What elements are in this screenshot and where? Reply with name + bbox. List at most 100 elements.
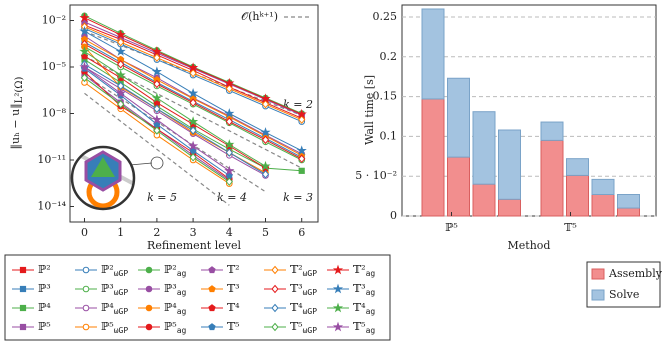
marker: [19, 304, 27, 312]
reference-label: k = 2: [283, 98, 313, 111]
legend-label: ℙ⁴: [38, 301, 51, 314]
legend-name: ℙ⁵: [164, 320, 177, 333]
x-tick-label: 1: [117, 226, 124, 239]
bar-segment: [566, 174, 589, 217]
y-tick-label: 0: [390, 209, 397, 222]
series-line: [84, 66, 266, 176]
legend-label: 𝕋²: [227, 263, 240, 276]
bar-segment: [472, 111, 496, 185]
marker: [271, 265, 279, 275]
bar-segment: [421, 98, 445, 217]
series-line: [84, 51, 266, 167]
marker: [225, 117, 233, 126]
legend-name: ℙ⁵: [101, 320, 114, 333]
legend-label: 𝕋⁴ag: [353, 301, 375, 316]
legend-name: 𝕋⁴: [227, 301, 240, 314]
legend-name: ℙ²: [101, 263, 114, 276]
legend-name: 𝕋⁴: [353, 301, 366, 314]
marker: [271, 284, 279, 294]
marker: [260, 127, 271, 137]
marker: [271, 303, 279, 313]
legend-name: 𝕋³: [290, 282, 303, 295]
x-axis-label: Method: [508, 239, 551, 252]
legend-label: ℙ²ag: [164, 263, 187, 278]
bar-segment: [540, 139, 564, 217]
marker: [261, 170, 270, 179]
legend-name: 𝕋³: [353, 282, 366, 295]
bar-segment: [447, 77, 470, 158]
marker: [261, 135, 270, 145]
legend-label: 𝕋³ag: [353, 282, 375, 297]
legend-subscript: ωGP: [303, 269, 318, 278]
marker: [188, 116, 199, 126]
marker: [151, 66, 162, 76]
marker: [271, 322, 279, 332]
legend-label: Assembly: [608, 267, 663, 280]
x-axis-label: Refinement level: [147, 239, 241, 252]
legend-label: 𝕋²ag: [353, 263, 375, 278]
marker: [19, 285, 27, 293]
legend-name: 𝕋⁵: [227, 320, 240, 333]
marker: [225, 177, 233, 186]
y-tick-label: 10⁻⁸: [42, 107, 67, 120]
legend-subscript: ωGP: [114, 288, 129, 297]
y-tick-label: 0.25: [373, 10, 398, 23]
marker: [145, 285, 153, 293]
legend-label: ℙ⁴ωGP: [101, 301, 128, 316]
bar-segment: [591, 194, 615, 217]
legend-label: ℙ⁴ag: [164, 301, 187, 316]
marker: [117, 60, 125, 69]
bar-segment: [498, 198, 521, 217]
x-tick-label: 6: [298, 226, 305, 239]
legend-label: 𝕋³ωGP: [290, 282, 317, 297]
legend-name: 𝕋⁵: [353, 320, 366, 333]
y-axis-label: ‖uₕ − u‖L²(Ω): [9, 76, 25, 149]
legend-subscript: ag: [177, 269, 187, 278]
legend-name: ℙ⁴: [101, 301, 114, 314]
marker: [332, 302, 344, 313]
marker: [19, 323, 27, 331]
legend-label: ℙ²ωGP: [101, 263, 128, 278]
marker: [19, 266, 27, 274]
legend-name: ℙ⁵: [38, 320, 51, 333]
x-tick-label: 0: [81, 226, 88, 239]
marker: [261, 99, 270, 109]
marker: [80, 73, 89, 83]
inset-zoom: [70, 145, 164, 211]
marker: [298, 154, 306, 164]
x-group-label: ℙ⁵: [445, 221, 458, 234]
legend-subscript: ag: [366, 288, 376, 297]
marker: [117, 37, 125, 47]
marker: [82, 323, 90, 331]
marker: [145, 266, 153, 274]
y-tick-label: 10⁻²: [42, 14, 66, 27]
bar-segment: [472, 183, 496, 217]
marker: [298, 115, 306, 124]
legend-subscript: ag: [177, 307, 187, 316]
legend-subscript: ag: [366, 307, 376, 316]
bar-segment: [540, 121, 564, 141]
legend-label: ℙ⁵ωGP: [101, 320, 128, 335]
legend-name: ℙ³: [164, 282, 177, 295]
reference-label: k = 5: [147, 191, 177, 204]
marker: [224, 165, 235, 176]
legend-name: ℙ²: [38, 263, 51, 276]
legend-name: 𝕋⁴: [290, 301, 303, 314]
bar-segment: [591, 178, 615, 196]
marker: [189, 98, 197, 107]
legend-name: 𝕋³: [227, 282, 240, 295]
legend-subscript: ag: [366, 326, 376, 335]
legend-label: ℙ⁵: [38, 320, 51, 333]
series-line: [84, 63, 266, 175]
marker: [298, 167, 305, 174]
marker: [188, 87, 199, 98]
legend-subscript: ωGP: [303, 307, 318, 316]
y-tick-label: 0.15: [373, 90, 398, 103]
y-axis-label: Wall time [s]: [363, 75, 376, 145]
legend-label: ℙ³ωGP: [101, 282, 128, 297]
reference-legend: 𝒪(hᵏ⁺¹): [241, 10, 278, 23]
marker: [82, 266, 90, 274]
legend-name: 𝕋²: [227, 263, 240, 276]
legend-swatch: [591, 268, 605, 280]
